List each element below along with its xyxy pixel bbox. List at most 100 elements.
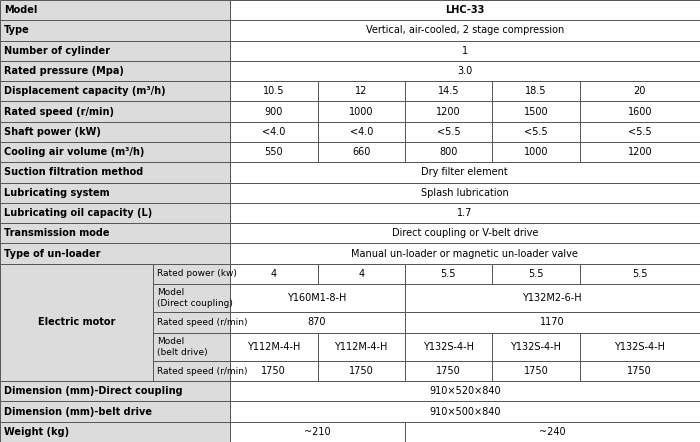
Text: Rated speed (r/min): Rated speed (r/min) [157,366,247,376]
Text: 20: 20 [634,86,646,96]
Bar [405,361,492,381]
Bar [230,0,700,20]
Text: 800: 800 [439,147,458,157]
Text: Displacement capacity (m³/h): Displacement capacity (m³/h) [4,86,166,96]
Bar [230,61,700,81]
Text: Cooling air volume (m³/h): Cooling air volume (m³/h) [4,147,145,157]
Text: 1750: 1750 [627,366,652,376]
Text: <4.0: <4.0 [262,127,286,137]
Bar [153,264,230,284]
Text: Rated power (kw): Rated power (kw) [157,269,237,278]
Bar [230,244,700,264]
Bar [580,332,700,361]
Bar [318,122,405,142]
Bar [230,41,700,61]
Text: Type: Type [4,26,30,35]
Text: 10.5: 10.5 [263,86,284,96]
Bar [0,142,230,162]
Bar [230,20,700,41]
Bar [0,264,153,381]
Text: ~240: ~240 [539,427,566,437]
Text: 1170: 1170 [540,317,565,328]
Bar [230,381,700,401]
Text: Direct coupling or V-belt drive: Direct coupling or V-belt drive [391,228,538,238]
Bar [0,401,230,422]
Bar [153,284,230,312]
Bar [0,41,230,61]
Text: 1: 1 [462,46,468,56]
Bar [580,81,700,101]
Bar [0,422,230,442]
Text: Lubricating oil capacity (L): Lubricating oil capacity (L) [4,208,153,218]
Text: <5.5: <5.5 [437,127,460,137]
Text: Number of cylinder: Number of cylinder [4,46,110,56]
Text: Vertical, air-cooled, 2 stage compression: Vertical, air-cooled, 2 stage compressio… [365,26,564,35]
Bar [0,244,230,264]
Bar [405,142,492,162]
Text: 1750: 1750 [524,366,548,376]
Bar [230,101,318,122]
Bar [0,20,230,41]
Text: Dry filter element: Dry filter element [421,168,508,177]
Bar [0,203,230,223]
Text: Transmission mode: Transmission mode [4,228,110,238]
Text: Model: Model [4,5,38,15]
Text: 550: 550 [265,147,283,157]
Bar [318,264,405,284]
Bar [0,81,230,101]
Bar [230,183,700,203]
Text: 18.5: 18.5 [525,86,547,96]
Text: 14.5: 14.5 [438,86,459,96]
Bar [0,183,230,203]
Text: Model
(belt drive): Model (belt drive) [157,337,207,357]
Text: 1.7: 1.7 [457,208,473,218]
Text: Rated pressure (Mpa): Rated pressure (Mpa) [4,66,124,76]
Text: 1750: 1750 [349,366,374,376]
Bar [580,142,700,162]
Text: 910×500×840: 910×500×840 [429,407,500,416]
Bar [0,122,230,142]
Text: Shaft power (kW): Shaft power (kW) [4,127,101,137]
Bar [405,81,492,101]
Bar [230,203,700,223]
Text: Y132M2-6-H: Y132M2-6-H [522,293,582,303]
Text: 1000: 1000 [524,147,548,157]
Text: Dimension (mm)-belt drive: Dimension (mm)-belt drive [4,407,152,416]
Text: Rated speed (r/min): Rated speed (r/min) [157,318,247,327]
Text: Y132S-4-H: Y132S-4-H [423,342,474,352]
Bar [492,332,580,361]
Bar [318,361,405,381]
Bar [318,142,405,162]
Text: Y132S-4-H: Y132S-4-H [615,342,665,352]
Bar [230,142,318,162]
Bar [0,162,230,183]
Text: 1000: 1000 [349,107,374,117]
Text: 3.0: 3.0 [457,66,473,76]
Bar [405,101,492,122]
Text: 1500: 1500 [524,107,548,117]
Bar [405,312,700,332]
Bar [492,361,580,381]
Text: 12: 12 [355,86,368,96]
Text: 5.5: 5.5 [528,269,544,279]
Text: <5.5: <5.5 [524,127,547,137]
Text: 1750: 1750 [436,366,461,376]
Bar [492,122,580,142]
Bar [230,401,700,422]
Text: 1200: 1200 [627,147,652,157]
Bar [0,101,230,122]
Bar [318,81,405,101]
Text: Rated speed (r/min): Rated speed (r/min) [4,107,114,117]
Text: <5.5: <5.5 [628,127,652,137]
Bar [580,122,700,142]
Bar [0,61,230,81]
Text: Y132S-4-H: Y132S-4-H [510,342,561,352]
Bar [230,422,405,442]
Text: Electric motor: Electric motor [38,317,115,328]
Bar [230,284,405,312]
Bar [492,81,580,101]
Text: Model
(Direct coupling): Model (Direct coupling) [157,288,232,308]
Text: 910×520×840: 910×520×840 [429,386,500,396]
Bar [230,361,318,381]
Text: Y112M-4-H: Y112M-4-H [335,342,388,352]
